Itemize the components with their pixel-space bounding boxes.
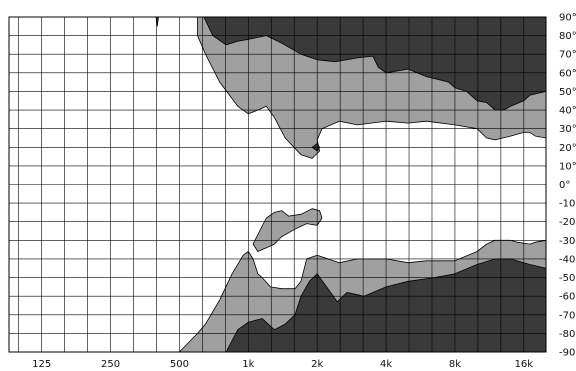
y-tick-label: 70°	[559, 50, 576, 61]
y-tick-label: -90°	[559, 348, 576, 359]
y-tick-label: 90°	[559, 13, 576, 24]
x-tick-label: 2k	[311, 359, 323, 370]
x-tick-label: 4k	[380, 359, 392, 370]
x-axis-labels: 125 250 500 1k 2k 4k 8k 16k	[32, 359, 533, 370]
x-tick-label: 8k	[449, 359, 461, 370]
y-tick-label: -80°	[559, 329, 576, 340]
x-tick-label: 16k	[515, 359, 534, 370]
x-tick-label: 250	[101, 359, 120, 370]
plot-frame	[8, 16, 547, 353]
y-tick-label: -70°	[559, 310, 576, 321]
y-tick-label: -30°	[559, 236, 576, 247]
y-tick-label: -40°	[559, 254, 576, 265]
y-tick-label: -60°	[559, 292, 576, 303]
y-tick-label: 40°	[559, 106, 576, 117]
y-tick-label: 80°	[559, 31, 576, 42]
x-tick-label: 1k	[242, 359, 254, 370]
grid-lines	[8, 16, 547, 353]
y-tick-label: 0°	[559, 180, 570, 191]
y-tick-label: -20°	[559, 217, 576, 228]
y-tick-label: -10°	[559, 199, 576, 210]
x-tick-label: 500	[170, 359, 189, 370]
y-tick-label: -50°	[559, 273, 576, 284]
y-tick-label: 50°	[559, 87, 576, 98]
y-tick-label: 20°	[559, 143, 576, 154]
y-tick-label: 10°	[559, 161, 576, 172]
y-tick-label: 30°	[559, 124, 576, 135]
y-tick-label: 60°	[559, 68, 576, 79]
x-tick-label: 125	[32, 359, 51, 370]
y-axis-labels: 90° 80° 70° 60° 50° 40° 30° 20° 10° 0° -10° -20° -30…	[559, 13, 576, 359]
